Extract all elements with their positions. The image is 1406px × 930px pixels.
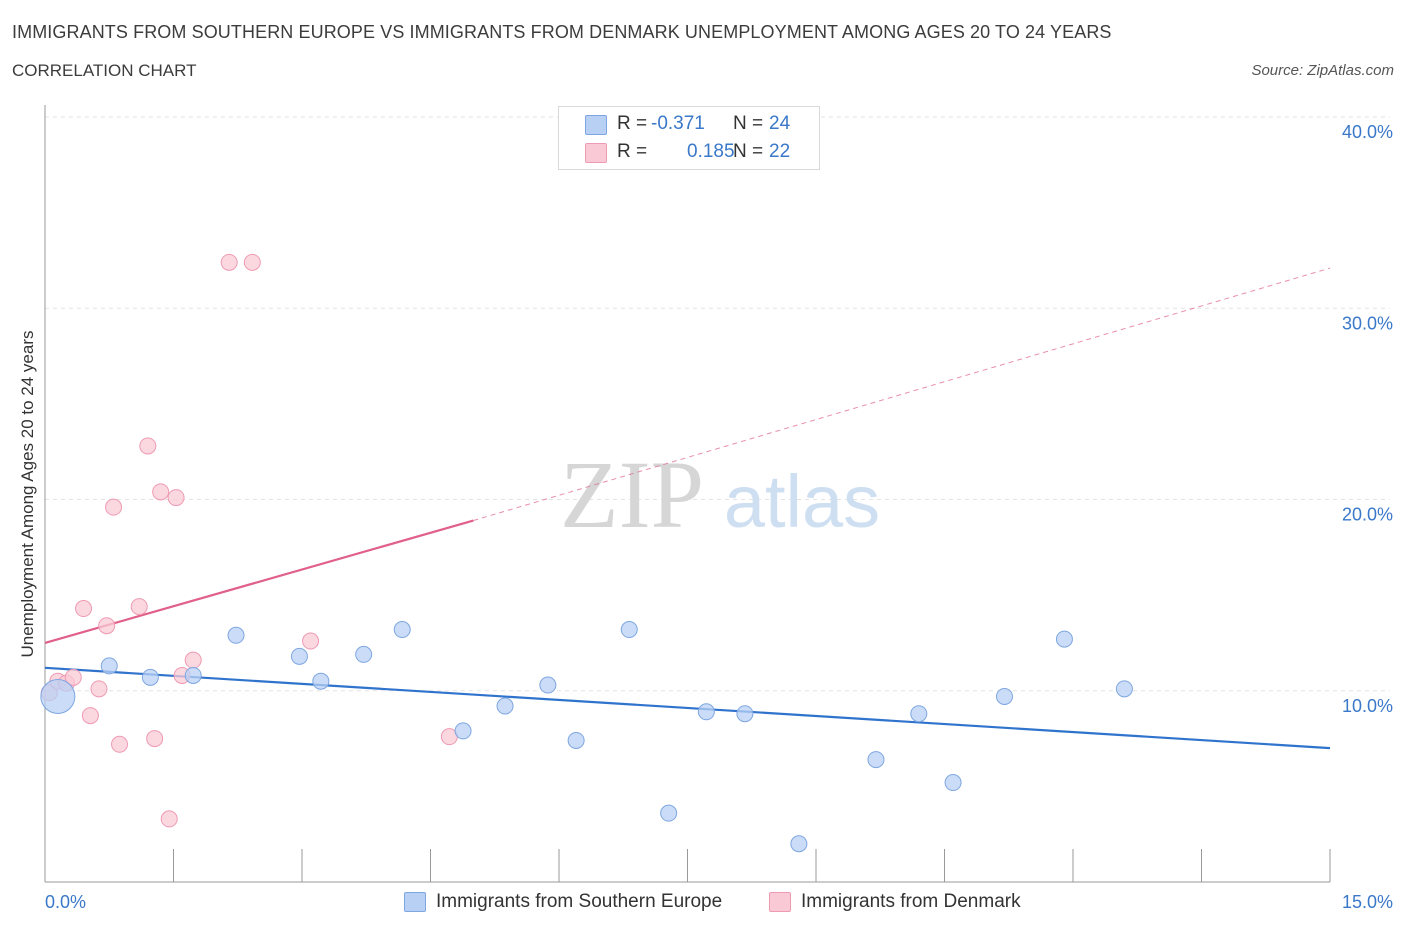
data-point-denmark (243, 253, 261, 271)
legend-n-value: 22 (769, 141, 791, 162)
data-point-denmark (64, 668, 82, 686)
data-point-denmark (220, 253, 238, 271)
legend-n-label: N = (733, 141, 764, 162)
data-point-southern-europe (312, 672, 330, 690)
legend-r-value: 0.185 (687, 141, 735, 162)
data-point-denmark (98, 617, 116, 635)
trend-lines (44, 267, 1331, 750)
data-point-denmark (130, 598, 148, 616)
trend-line-southern-europe (44, 666, 1331, 750)
data-point-southern-europe (944, 774, 962, 792)
watermark-atlas: atlas (724, 460, 880, 543)
data-point-denmark (146, 730, 164, 748)
x-tick-label: 15.0% (1342, 892, 1393, 912)
bottom-legend-swatch-pink (769, 892, 791, 912)
data-point-southern-europe (539, 676, 557, 694)
bottom-legend-label: Immigrants from Denmark (801, 891, 1021, 912)
data-point-southern-europe (1115, 680, 1133, 698)
y-axis-label: Unemployment Among Ages 20 to 24 years (18, 331, 37, 658)
source-credit: Source: ZipAtlas.com (1251, 62, 1394, 79)
y-tick-label: 30.0% (1342, 313, 1393, 333)
legend-swatch-pink (585, 143, 607, 163)
data-point-southern-europe (40, 678, 76, 714)
legend-r-label: R = (617, 141, 648, 162)
legend-r-value: -0.371 (651, 113, 705, 134)
data-point-southern-europe (790, 835, 808, 853)
legend-swatch-blue (585, 115, 607, 135)
data-point-denmark (167, 489, 185, 507)
data-point-southern-europe (697, 703, 715, 721)
data-point-southern-europe (910, 705, 928, 723)
data-point-denmark (302, 632, 320, 650)
data-point-denmark (90, 680, 108, 698)
data-point-southern-europe (141, 668, 159, 686)
bottom-legend-label: Immigrants from Southern Europe (436, 891, 723, 912)
data-points (40, 253, 1133, 853)
data-point-southern-europe (393, 621, 411, 639)
data-point-southern-europe (454, 722, 472, 740)
data-point-southern-europe (660, 804, 678, 822)
data-point-southern-europe (100, 657, 118, 675)
y-tick-label: 10.0% (1342, 696, 1393, 716)
axes (44, 105, 1331, 883)
data-point-southern-europe (1055, 630, 1073, 648)
data-point-denmark (152, 483, 170, 501)
y-tick-label: 40.0% (1342, 122, 1393, 142)
watermark-zip: ZIP (560, 441, 704, 548)
data-point-southern-europe (995, 687, 1013, 705)
data-point-denmark (160, 810, 178, 828)
correlation-legend: R = -0.371 N = 24 R = 0.185 N = 22 (558, 106, 820, 170)
data-point-denmark (75, 600, 93, 618)
watermark: ZIP atlas (560, 441, 880, 548)
data-point-southern-europe (736, 705, 754, 723)
data-point-denmark (111, 735, 129, 753)
tick-labels: 10.0% 20.0% 30.0% 40.0% 0.0% 15.0% (45, 122, 1393, 912)
chart-title: IMMIGRANTS FROM SOUTHERN EUROPE VS IMMIG… (12, 22, 1112, 42)
legend-n-value: 24 (769, 113, 791, 134)
data-point-denmark (184, 651, 202, 669)
bottom-legend-swatch-blue (404, 892, 426, 912)
data-point-southern-europe (496, 697, 514, 715)
x-tick-label: 0.0% (45, 892, 86, 912)
legend-r-label: R = (617, 113, 648, 134)
legend-n-label: N = (733, 113, 764, 134)
data-point-southern-europe (355, 645, 373, 663)
data-point-southern-europe (620, 621, 638, 639)
data-point-denmark (139, 437, 157, 455)
data-point-southern-europe (290, 647, 308, 665)
trend-line-denmark-extrapolated (473, 267, 1331, 522)
chart-subtitle: CORRELATION CHART (12, 61, 197, 80)
data-point-southern-europe (867, 751, 885, 769)
grid-lines (45, 116, 1390, 692)
y-tick-label: 20.0% (1342, 505, 1393, 525)
data-point-southern-europe (567, 731, 585, 749)
data-point-denmark (81, 707, 99, 725)
data-point-southern-europe (184, 666, 202, 684)
data-point-southern-europe (227, 626, 245, 644)
trend-line-denmark (44, 519, 474, 644)
data-point-denmark (105, 498, 123, 516)
